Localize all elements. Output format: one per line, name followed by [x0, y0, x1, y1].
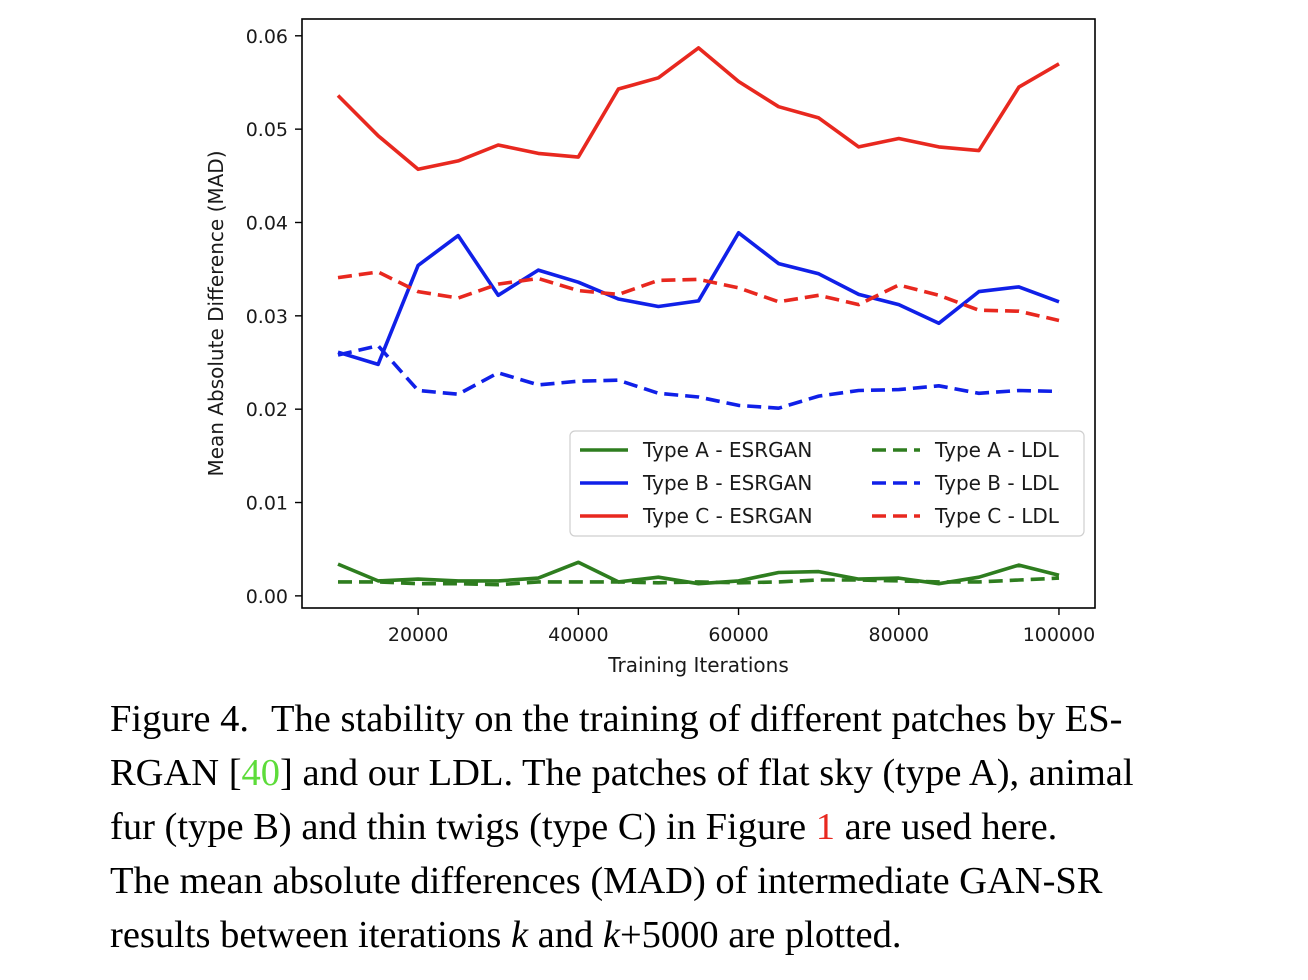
caption-line-3: fur (type B) and thin twigs (type C) in … [110, 806, 1058, 848]
legend-label: Type A - LDL [934, 438, 1059, 462]
caption-line-1: Figure 4. The stability on the training o… [110, 698, 1123, 740]
figure-number: Figure 4. [110, 698, 250, 740]
legend-label: Type C - LDL [934, 504, 1060, 528]
series-line [336, 46, 1060, 172]
series-lines [336, 46, 1060, 587]
x-tick-label: 80000 [869, 624, 929, 646]
y-axis: 0.00 0.01 0.02 0.03 0.04 0.05 0.06 [246, 26, 302, 608]
x-axis: 20000 40000 60000 80000 100000 [388, 608, 1095, 646]
series-line [338, 576, 1060, 587]
y-axis-title: Mean Absolute Difference (MAD) [204, 150, 228, 476]
y-tick-label: 0.01 [246, 493, 288, 515]
y-tick-label: 0.03 [246, 306, 288, 328]
y-tick-label: 0.00 [246, 586, 288, 608]
x-tick-label: 20000 [388, 624, 448, 646]
figure-link[interactable]: 1 [815, 806, 835, 848]
caption-line-5: results between iterations k and k+5000 … [110, 914, 902, 956]
x-axis-title: Training Iterations [607, 653, 789, 677]
legend-box [569, 430, 1085, 537]
caption-line-4: The mean absolute differences (MAD) of i… [110, 860, 1103, 902]
series-line [337, 343, 1060, 411]
citation-link[interactable]: 40 [241, 752, 281, 794]
mad-line-chart: 20000 40000 60000 80000 100000 0.000.010.020… [204, 18, 1096, 677]
plot-frame [301, 18, 1096, 609]
x-tick-label: 40000 [548, 624, 608, 646]
legend-label: Type B - LDL [934, 471, 1059, 495]
x-tick-label: 100000 [1023, 624, 1096, 646]
y-tick-label: 0.06 [246, 26, 288, 48]
figure-caption: Figure 4. The stability on the training o… [110, 692, 1275, 962]
y-tick-label: 0.04 [246, 212, 288, 234]
legend: Type A - ESRGAN Type B - ESRGAN Type C - E… [569, 430, 1085, 537]
legend-label: Type B - ESRGAN [642, 471, 812, 495]
legend-label: Type A - ESRGAN [642, 438, 812, 462]
y-tick-label: 0.05 [246, 119, 288, 141]
x-tick-label: 60000 [708, 624, 768, 646]
series-line [337, 231, 1060, 367]
y-tick-label: 0.02 [246, 399, 288, 421]
legend-label: Type C - ESRGAN [642, 504, 813, 528]
caption-line-2: RGAN [40] and our LDL. The patches of fl… [110, 752, 1134, 794]
